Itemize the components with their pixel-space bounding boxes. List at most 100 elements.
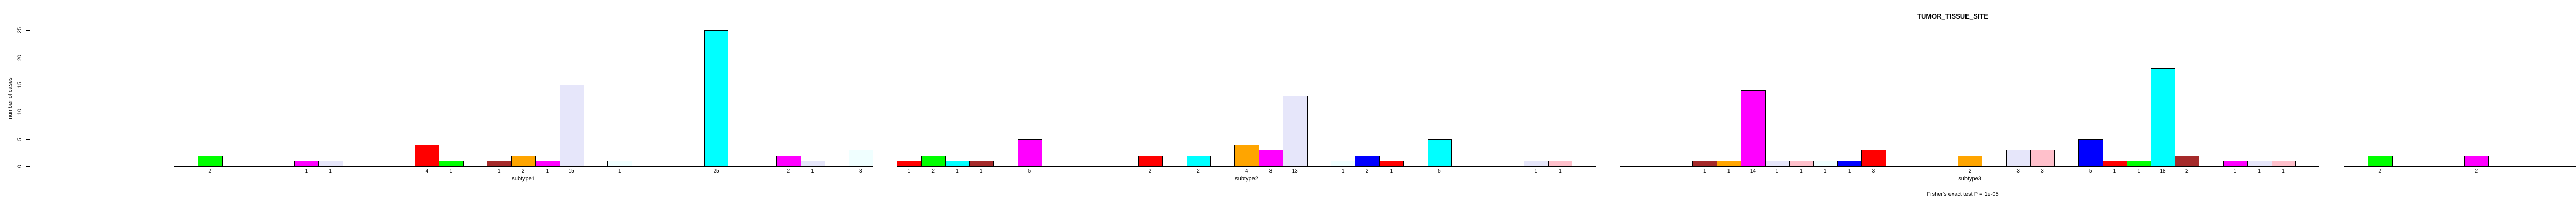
bar	[2223, 161, 2248, 167]
bar	[1523, 161, 1549, 167]
bar-value-label: 1	[1534, 168, 1537, 174]
y-axis-tick	[26, 139, 30, 140]
bar-value-label: 5	[1028, 168, 1031, 174]
bar-value-label: 1	[618, 168, 621, 174]
bar	[318, 161, 343, 167]
bar-value-label: 2	[2185, 168, 2189, 174]
bar-value-label: 1	[1558, 168, 1562, 174]
bar	[1548, 161, 1573, 167]
bar	[1234, 145, 1259, 167]
bar-value-label: 1	[2113, 168, 2116, 174]
bar-value-label: 2	[208, 168, 211, 174]
bar-value-label: 3	[859, 168, 862, 174]
group-label: subtype3	[1958, 176, 1981, 182]
bar-value-label: 1	[304, 168, 308, 174]
bar-value-label: 1	[2282, 168, 2285, 174]
bar-value-label: 13	[1292, 168, 1298, 174]
bar	[776, 156, 801, 167]
bar-value-label: 2	[1365, 168, 1369, 174]
bar-value-label: 1	[1342, 168, 1345, 174]
bar	[800, 161, 825, 167]
bar	[1765, 161, 1790, 167]
bar	[511, 156, 536, 167]
bar	[2464, 156, 2489, 167]
bar	[294, 161, 319, 167]
bar-value-label: 2	[1197, 168, 1200, 174]
bar	[197, 156, 223, 167]
bar	[2247, 161, 2272, 167]
bar	[1692, 161, 1718, 167]
bar-value-label: 2	[1148, 168, 1152, 174]
bar-value-label: 1	[1389, 168, 1393, 174]
bar	[607, 161, 633, 167]
bar-value-label: 1	[907, 168, 911, 174]
bar-value-label: 1	[498, 168, 501, 174]
group-label: subtype1	[512, 176, 535, 182]
bar-value-label: 3	[2041, 168, 2044, 174]
bar	[487, 161, 512, 167]
bar-value-label: 14	[1750, 168, 1756, 174]
bar	[1138, 156, 1163, 167]
bar	[1427, 139, 1452, 167]
bar-value-label: 2	[2378, 168, 2381, 174]
bar-value-label: 1	[956, 168, 959, 174]
bar	[535, 161, 560, 167]
bar	[897, 161, 922, 167]
bar-value-label: 15	[568, 168, 574, 174]
bar-value-label: 18	[2160, 168, 2166, 174]
bar	[1379, 161, 1404, 167]
bar-value-label: 1	[2233, 168, 2237, 174]
bar	[1861, 150, 1886, 167]
bar	[1958, 156, 1982, 167]
bar-value-label: 1	[546, 168, 549, 174]
bar	[2103, 161, 2127, 167]
bar	[1741, 90, 1766, 167]
bar	[438, 161, 464, 167]
bar-value-label: 5	[1438, 168, 1441, 174]
bar	[945, 161, 970, 167]
bar-value-label: 3	[2016, 168, 2020, 174]
bar	[1259, 150, 1283, 167]
y-tick-label: 5	[16, 138, 23, 141]
y-tick-label: 15	[16, 81, 23, 88]
bar	[1837, 161, 1862, 167]
bar	[2006, 150, 2031, 167]
bar	[849, 150, 874, 167]
bar-value-label: 25	[713, 168, 719, 174]
y-axis-title: number of cases	[7, 77, 13, 119]
bar-value-label: 1	[449, 168, 452, 174]
bar-value-label: 2	[931, 168, 935, 174]
bar	[2078, 139, 2103, 167]
bar	[1355, 156, 1380, 167]
bar-value-label: 1	[1703, 168, 1706, 174]
bar	[921, 156, 946, 167]
y-tick-label: 20	[16, 54, 23, 61]
bar-value-label: 4	[425, 168, 429, 174]
bar-value-label: 3	[1269, 168, 1273, 174]
y-tick-label: 25	[16, 27, 23, 34]
bar-value-label: 1	[2258, 168, 2261, 174]
bar	[2126, 161, 2151, 167]
bar-value-label: 1	[980, 168, 983, 174]
bar	[704, 30, 729, 167]
chart-caption: Fisher's exact test P = 1e-05	[1927, 191, 1999, 197]
x-baseline	[2344, 166, 2576, 167]
bar-value-label: 2	[521, 168, 525, 174]
bar	[969, 161, 994, 167]
bar	[1789, 161, 1814, 167]
bar-value-label: 3	[1872, 168, 1875, 174]
bar-value-label: 1	[1824, 168, 1827, 174]
bar	[1186, 156, 1211, 167]
bar-value-label: 2	[1968, 168, 1972, 174]
bar-value-label: 1	[1800, 168, 1803, 174]
bar	[2367, 156, 2393, 167]
bar-value-label: 5	[2089, 168, 2092, 174]
y-tick-label: 0	[16, 164, 23, 168]
bar-value-label: 1	[329, 168, 332, 174]
bar-value-label: 1	[1848, 168, 1851, 174]
bar-value-label: 2	[2475, 168, 2478, 174]
bar	[559, 85, 584, 167]
bar-value-label: 1	[811, 168, 814, 174]
bar	[2150, 68, 2176, 167]
